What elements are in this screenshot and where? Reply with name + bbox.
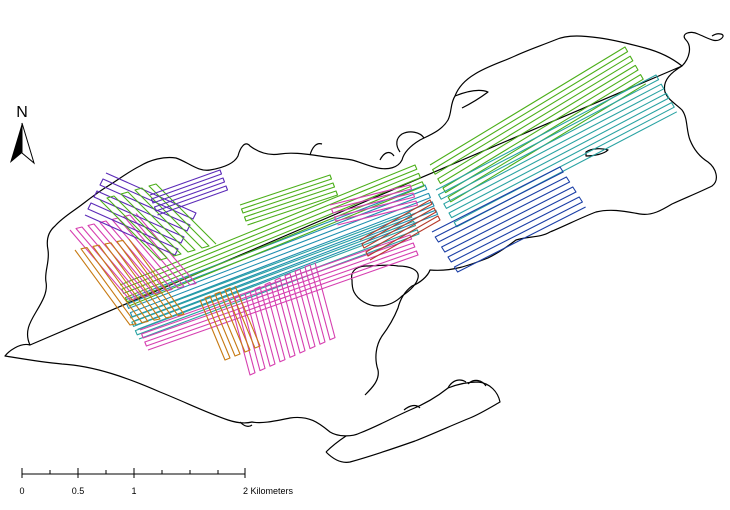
survey-track-north-green bbox=[239, 174, 339, 226]
survey-track-west-green bbox=[99, 183, 217, 261]
survey-track-central-green bbox=[119, 164, 425, 307]
main-shoreline bbox=[4, 31, 724, 463]
survey-track-central-magenta bbox=[139, 234, 419, 351]
survey-track-south-magenta bbox=[229, 262, 336, 376]
survey-track-central-blue bbox=[124, 184, 439, 330]
southwest-point bbox=[239, 421, 253, 428]
scale-label-2-km: 2 Kilometers bbox=[243, 486, 294, 496]
survey-track-north-red bbox=[359, 199, 441, 261]
central-island bbox=[351, 264, 419, 307]
scale-label-0.5: 0.5 bbox=[72, 486, 85, 496]
survey-track-north-magenta bbox=[329, 184, 419, 226]
southeast-cove bbox=[447, 379, 467, 389]
scale-bar bbox=[21, 468, 246, 478]
survey-track-ne-teal bbox=[435, 74, 678, 228]
scale-labels: 0 0.5 1 2 Kilometers bbox=[19, 486, 293, 496]
scale-label-1: 1 bbox=[131, 486, 136, 496]
survey-track-west-orange bbox=[74, 238, 185, 326]
southern-islets bbox=[403, 379, 487, 411]
survey-track-north-purple bbox=[149, 169, 229, 216]
north-cove bbox=[396, 131, 425, 153]
survey-track-west-purple bbox=[84, 172, 197, 256]
north-arrow-icon bbox=[10, 122, 35, 165]
shoreline bbox=[4, 31, 724, 463]
scale-label-0: 0 bbox=[19, 486, 24, 496]
north-point-b bbox=[379, 151, 395, 161]
north-arrow: N bbox=[10, 104, 35, 165]
survey-track-east-blue bbox=[431, 166, 586, 273]
survey-tracks bbox=[69, 46, 678, 376]
survey-track-central-teal bbox=[129, 212, 420, 340]
survey-track-south-orange bbox=[199, 285, 261, 361]
north-arrow-label: N bbox=[16, 104, 28, 121]
north-point-a bbox=[309, 143, 323, 156]
northern-bay bbox=[454, 89, 489, 109]
